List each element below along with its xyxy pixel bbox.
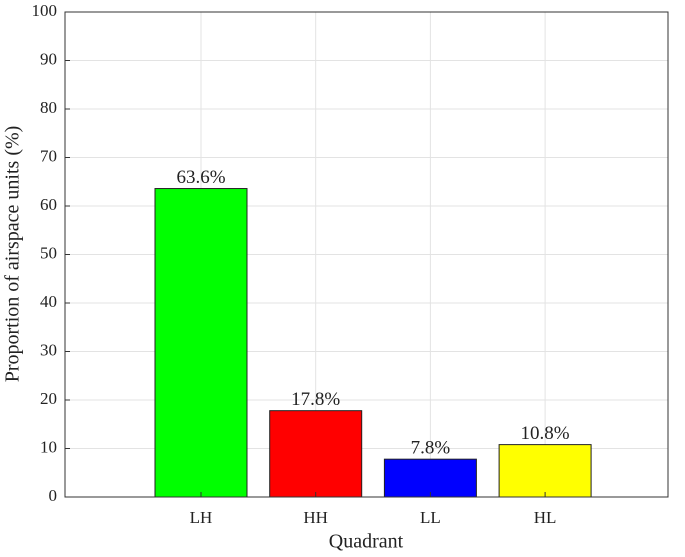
x-axis-title: Quadrant (329, 531, 404, 553)
y-tick-label: 80 (40, 98, 57, 117)
bar (154, 188, 248, 498)
bar (269, 410, 363, 498)
x-tick-label: LH (190, 508, 213, 527)
y-tick-label: 70 (40, 146, 57, 165)
y-tick-label: 90 (40, 49, 57, 68)
y-tick-label: 20 (40, 389, 57, 408)
y-tick-label: 40 (40, 292, 57, 311)
x-tick-label: HL (534, 508, 557, 527)
value-label: 17.8% (291, 389, 340, 410)
bar (383, 458, 477, 498)
y-tick-label: 30 (40, 340, 57, 359)
value-label: 7.8% (411, 438, 451, 459)
value-label: 10.8% (521, 423, 570, 444)
y-tick-label: 10 (40, 437, 57, 456)
y-axis-title: Proportion of airspace units (%) (2, 126, 24, 383)
bar (498, 444, 592, 498)
value-label: 63.6% (176, 167, 225, 188)
y-tick-label: 100 (32, 1, 58, 20)
x-tick-label: HH (303, 508, 328, 527)
y-tick-label: 60 (40, 195, 57, 214)
y-tick-label: 50 (40, 243, 57, 262)
axes-box (64, 11, 669, 498)
y-tick-label: 0 (49, 486, 58, 505)
x-tick-label: LL (420, 508, 441, 527)
